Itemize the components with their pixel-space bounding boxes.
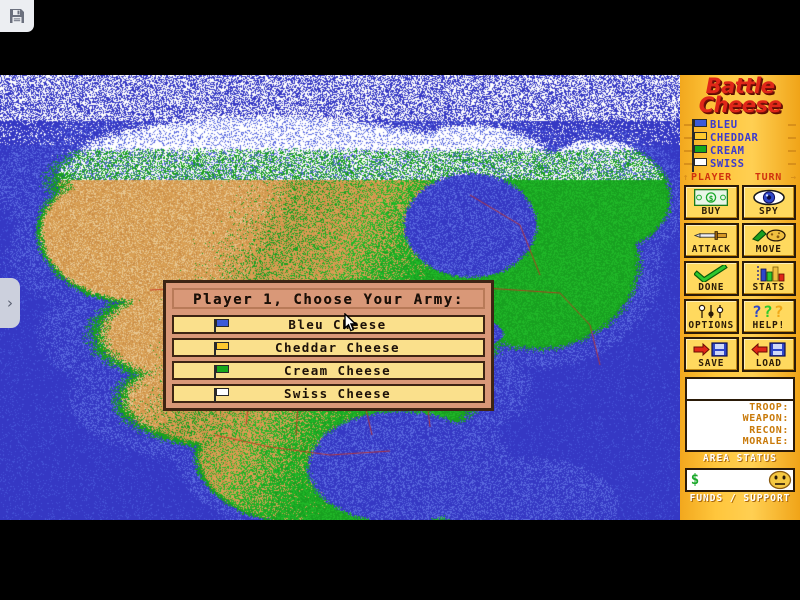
dialog-title: Player 1, Choose Your Army: <box>172 288 485 309</box>
army-option-bleu[interactable]: Bleu Cheese <box>172 315 485 334</box>
sliders-icon <box>694 302 728 321</box>
bar-chart-icon <box>752 264 786 283</box>
load-button-label: LOAD <box>755 357 782 369</box>
army-option-cheddar[interactable]: Cheddar Cheese <box>172 338 485 357</box>
question-marks-icon: ? ? ? <box>750 302 788 321</box>
arrow-right-floppy-icon <box>693 340 729 359</box>
legend-row-bleu: BLEU <box>684 119 796 134</box>
chevron-right-icon: › <box>7 294 13 312</box>
faction-legend: BLEU CHEDDAR CREAM <box>684 119 796 173</box>
area-status-display <box>687 378 793 401</box>
save-button-label: SAVE <box>698 357 725 369</box>
flag-icon-cream <box>692 145 707 160</box>
arrow-up-icon: ↑ <box>683 172 690 183</box>
flag-icon-bleu <box>214 319 232 333</box>
area-status-caption: AREA STATUS <box>703 452 777 464</box>
army-option-label: Cream Cheese <box>283 363 392 378</box>
floppy-disk-icon <box>10 9 24 23</box>
arrow-right-icon: → <box>790 172 797 183</box>
game-title-line1: Battle <box>705 75 775 98</box>
currency-icon: $ <box>690 471 700 488</box>
player-turn-header: ↑ PLAYER TURN → <box>683 172 797 183</box>
neutral-face-icon <box>768 470 792 490</box>
flag-icon-cream <box>214 365 232 379</box>
options-button-label: OPTIONS <box>688 319 735 331</box>
army-option-label: Bleu Cheese <box>288 317 387 332</box>
player-indicator: ↑ PLAYER <box>683 172 740 183</box>
legend-row-cream: CREAM <box>684 145 796 160</box>
area-status-panel: TROOP: WEAPON: RECON: MORALE: <box>685 376 795 452</box>
sidebar-expand-tab[interactable]: › <box>0 278 20 328</box>
area-status-morale-label: MORALE: <box>742 436 789 448</box>
command-button-grid: $ BUY <box>680 184 800 372</box>
move-button-label: MOVE <box>755 243 782 255</box>
arrow-left-floppy-icon <box>751 340 787 359</box>
done-button[interactable]: DONE <box>684 260 739 296</box>
hud-panel: Battle Cheese BLEU CHEDDAR <box>680 75 800 520</box>
dagger-icon <box>694 226 728 245</box>
svg-text:?: ? <box>752 303 762 320</box>
banknote-icon: $ <box>694 188 729 207</box>
player-label: PLAYER <box>691 171 732 183</box>
map-north-america[interactable] <box>0 75 680 520</box>
choose-army-dialog: Player 1, Choose Your Army: Bleu Cheese … <box>163 280 494 411</box>
army-option-list: Bleu Cheese Cheddar Cheese Cream Cheese <box>172 315 485 403</box>
attack-button-label: ATTACK <box>691 243 731 255</box>
buy-button-label: BUY <box>701 205 722 217</box>
area-status-weapon-label: WEAPON: <box>742 413 789 425</box>
army-option-label: Swiss Cheese <box>283 386 392 401</box>
legend-row-cheddar: CHEDDAR <box>684 132 796 147</box>
flag-icon-cheddar <box>214 342 232 356</box>
flag-icon-bleu <box>692 119 707 134</box>
save-button[interactable]: SAVE <box>684 336 739 372</box>
turn-label: TURN <box>754 171 783 183</box>
stats-button-label: STATS <box>752 281 786 293</box>
move-button[interactable]: MOVE <box>741 222 796 258</box>
legend-label: CREAM <box>710 145 745 158</box>
help-button-label: HELP! <box>752 319 786 331</box>
flag-icon-cheddar <box>692 132 707 147</box>
legend-label: BLEU <box>710 119 738 132</box>
flag-icon-swiss <box>692 158 707 173</box>
help-button[interactable]: ? ? ? HELP! <box>741 298 796 334</box>
svg-text:?: ? <box>763 303 773 320</box>
eye-icon <box>752 188 786 207</box>
spy-button[interactable]: SPY <box>741 184 796 220</box>
army-option-cream[interactable]: Cream Cheese <box>172 361 485 380</box>
funds-support-caption: FUNDS / SUPPORT <box>689 492 791 504</box>
checkmark-icon <box>694 264 728 283</box>
funds-bar <box>703 469 768 490</box>
turn-indicator: TURN → <box>740 172 797 183</box>
army-option-swiss[interactable]: Swiss Cheese <box>172 384 485 403</box>
legend-label: CHEDDAR <box>710 132 759 145</box>
game-viewport: Player 1, Choose Your Army: Bleu Cheese … <box>0 75 800 520</box>
legend-label: SWISS <box>710 158 745 171</box>
area-status-rows: TROOP: WEAPON: RECON: MORALE: <box>687 400 793 450</box>
area-status-troop-label: TROOP: <box>749 401 789 413</box>
svg-text:?: ? <box>774 303 784 320</box>
funds-support-panel: $ <box>685 467 795 492</box>
game-title-line2: Cheese <box>698 93 782 118</box>
done-button-label: DONE <box>698 281 725 293</box>
load-button[interactable]: LOAD <box>741 336 796 372</box>
army-option-label: Cheddar Cheese <box>275 340 400 355</box>
svg-text:$: $ <box>709 194 714 203</box>
boot-icon <box>751 226 786 245</box>
legend-row-swiss: SWISS <box>684 158 796 173</box>
stats-button[interactable]: STATS <box>741 260 796 296</box>
attack-button[interactable]: ATTACK <box>684 222 739 258</box>
options-button[interactable]: OPTIONS <box>684 298 739 334</box>
area-status-recon-label: RECON: <box>749 424 789 436</box>
flag-icon-swiss <box>214 388 232 402</box>
os-save-panel[interactable] <box>0 0 34 32</box>
game-title: Battle Cheese <box>680 75 800 116</box>
spy-button-label: SPY <box>758 205 779 217</box>
buy-button[interactable]: $ BUY <box>684 184 739 220</box>
